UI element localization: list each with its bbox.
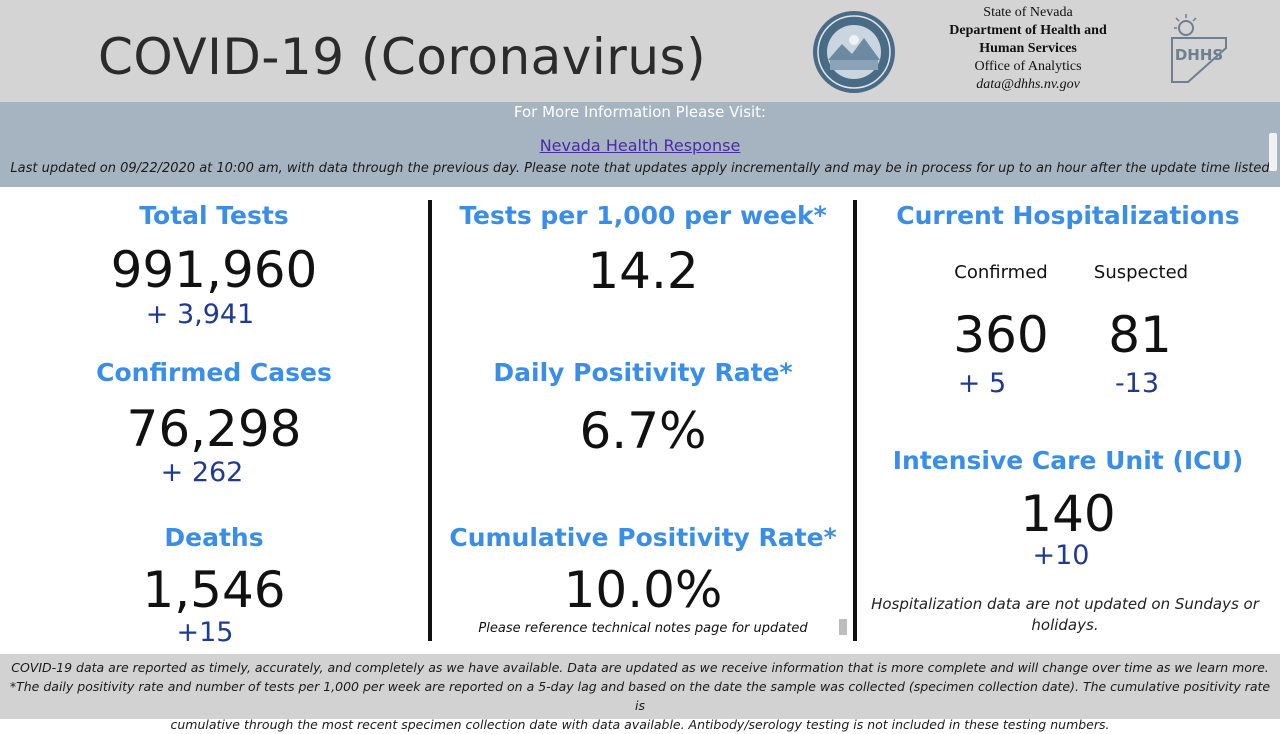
- hospitalized-suspected-delta: -13: [1114, 368, 1160, 399]
- notes-scrollbar[interactable]: [839, 619, 847, 635]
- page-title: COVID-19 (Coronavirus): [98, 28, 707, 86]
- technical-notes-text: Please reference technical notes page fo…: [478, 621, 808, 636]
- deaths-value: 1,546: [142, 561, 286, 619]
- total-tests-heading: Total Tests: [139, 201, 289, 230]
- info-band: [0, 102, 1280, 187]
- footer-bar: [0, 654, 1280, 719]
- nevada-health-response-link-wrap: Nevada Health Response: [0, 136, 1280, 155]
- footer-notes: COVID-19 data are reported as timely, ac…: [6, 658, 1274, 734]
- cumulative-positivity-heading: Cumulative Positivity Rate*: [449, 523, 837, 552]
- nevada-state-seal-icon: [812, 10, 896, 94]
- confirmed-cases-heading: Confirmed Cases: [96, 358, 332, 387]
- total-tests-value: 991,960: [110, 241, 318, 299]
- dhhs-logo: DHHS: [1168, 8, 1230, 88]
- agency-state: State of Nevada: [983, 5, 1073, 20]
- agency-department-line2: Human Services: [979, 41, 1077, 56]
- footer-line-2: *The daily positivity rate and number of…: [9, 679, 1271, 713]
- confirmed-subheading: Confirmed: [954, 262, 1048, 283]
- icu-heading: Intensive Care Unit (ICU): [892, 446, 1244, 475]
- column-divider-left: [428, 200, 432, 641]
- current-hospitalizations-heading: Current Hospitalizations: [896, 201, 1240, 230]
- agency-email: data@dhhs.nv.gov: [976, 77, 1080, 92]
- agency-office: Office of Analytics: [974, 59, 1082, 74]
- daily-positivity-heading: Daily Positivity Rate*: [493, 358, 793, 387]
- info-band-scrollbar[interactable]: [1269, 133, 1277, 171]
- confirmed-cases-delta: + 262: [160, 457, 244, 488]
- footer-line-3: cumulative through the most recent speci…: [170, 717, 1110, 732]
- total-tests-delta: + 3,941: [145, 299, 255, 330]
- suspected-subheading: Suspected: [1093, 262, 1189, 283]
- tests-per-1000-heading: Tests per 1,000 per week*: [459, 201, 827, 230]
- confirmed-cases-value: 76,298: [126, 400, 302, 458]
- more-info-text: For More Information Please Visit:: [513, 103, 767, 121]
- deaths-delta: +15: [176, 617, 234, 648]
- footer-line-1: COVID-19 data are reported as timely, ac…: [11, 660, 1269, 675]
- cumulative-positivity-value: 10.0%: [563, 561, 723, 619]
- last-updated-text: Last updated on 09/22/2020 at 10:00 am, …: [10, 161, 1270, 176]
- header-bar: [0, 0, 1280, 102]
- column-divider-right: [853, 200, 857, 641]
- deaths-heading: Deaths: [164, 523, 264, 552]
- icu-delta: +10: [1032, 540, 1090, 571]
- nevada-health-response-link[interactable]: Nevada Health Response: [539, 136, 741, 155]
- hospitalized-confirmed-value: 360: [953, 306, 1049, 364]
- dhhs-logo-text: DHHS: [1175, 46, 1223, 64]
- hospitalization-note: Hospitalization data are not updated on …: [871, 595, 1259, 634]
- tests-per-1000-value: 14.2: [587, 242, 699, 300]
- hospitalized-confirmed-delta: + 5: [957, 368, 1007, 399]
- agency-block: State of Nevada Department of Health and…: [930, 4, 1126, 94]
- daily-positivity-value: 6.7%: [579, 402, 707, 460]
- agency-department: Department of Health and: [949, 23, 1107, 38]
- icu-value: 140: [1020, 485, 1116, 543]
- hospitalized-suspected-value: 81: [1108, 306, 1172, 364]
